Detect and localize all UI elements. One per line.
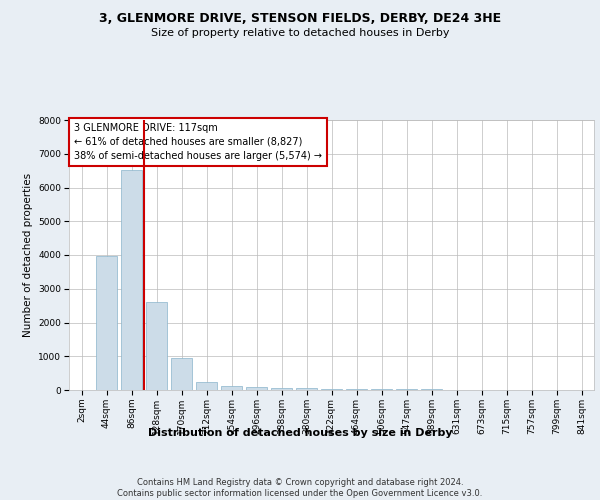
Bar (371, 389, 392, 390)
Bar (271, 388, 292, 390)
Bar (146, 302, 167, 390)
Text: 3 GLENMORE DRIVE: 117sqm
← 61% of detached houses are smaller (8,827)
38% of sem: 3 GLENMORE DRIVE: 117sqm ← 61% of detach… (74, 122, 322, 160)
Bar (96, 256, 117, 390)
Text: Distribution of detached houses by size in Derby: Distribution of detached houses by size … (148, 428, 452, 438)
Bar (321, 388, 342, 390)
Bar (246, 388, 267, 390)
Bar (121, 170, 142, 390)
Bar (346, 389, 367, 390)
Text: Contains HM Land Registry data © Crown copyright and database right 2024.
Contai: Contains HM Land Registry data © Crown c… (118, 478, 482, 498)
Text: 3, GLENMORE DRIVE, STENSON FIELDS, DERBY, DE24 3HE: 3, GLENMORE DRIVE, STENSON FIELDS, DERBY… (99, 12, 501, 26)
Bar (196, 382, 217, 390)
Y-axis label: Number of detached properties: Number of detached properties (23, 173, 33, 337)
Bar (296, 388, 317, 390)
Text: Size of property relative to detached houses in Derby: Size of property relative to detached ho… (151, 28, 449, 38)
Bar (171, 358, 192, 390)
Bar (221, 386, 242, 390)
